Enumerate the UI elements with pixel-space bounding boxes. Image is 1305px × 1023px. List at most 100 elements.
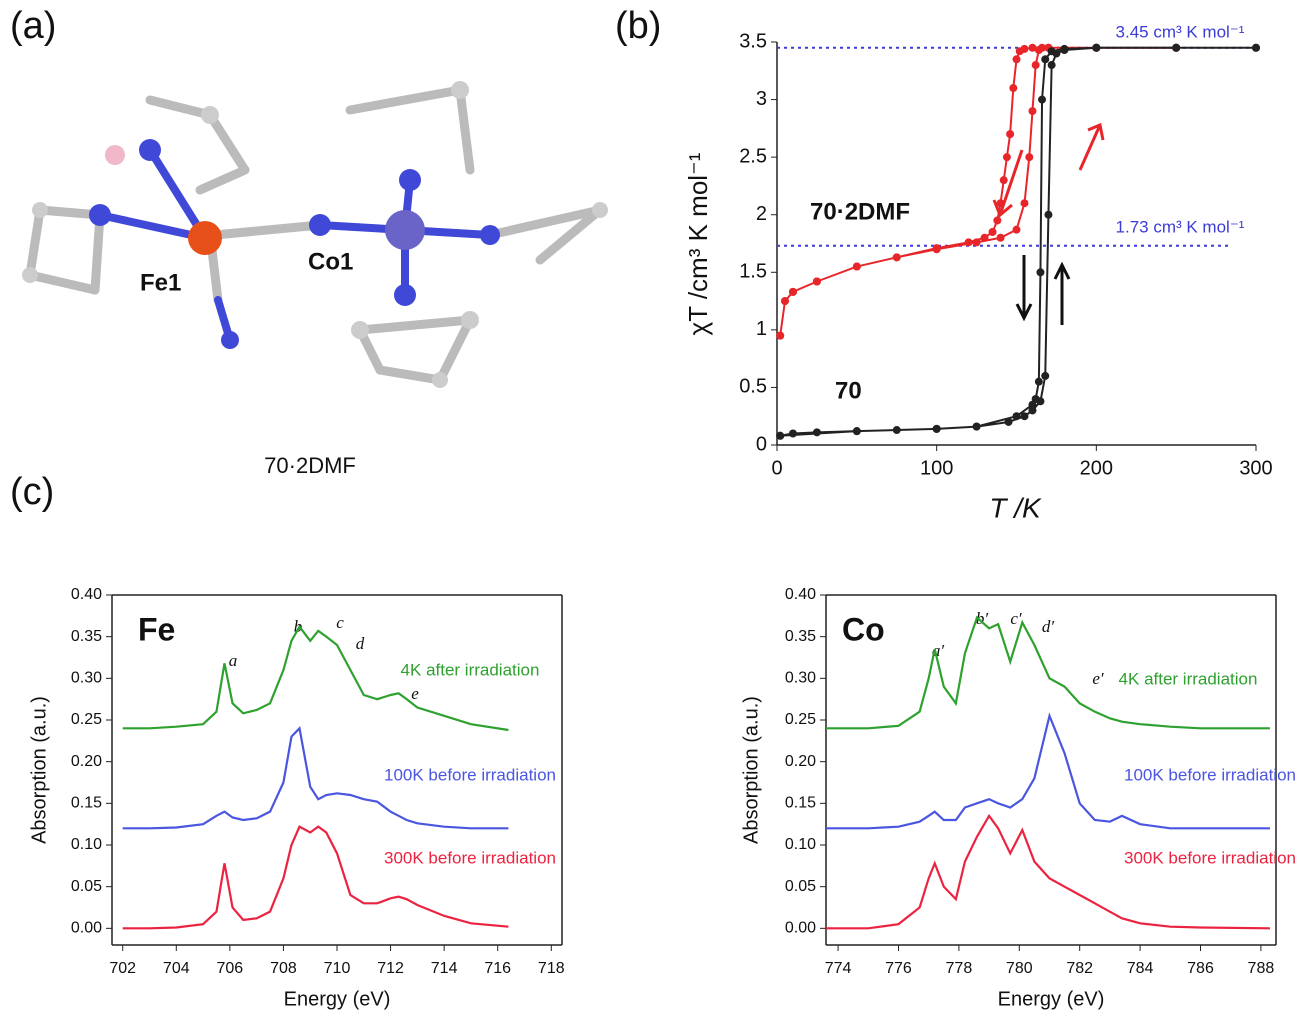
x-tick-label: 788 — [1248, 960, 1275, 977]
data-point — [852, 262, 861, 271]
y-tick-label: 3 — [756, 88, 767, 110]
x-tick-label: 300 — [1239, 457, 1272, 479]
data-point — [1020, 412, 1029, 421]
y-tick-label: 0.30 — [785, 670, 816, 687]
data-point — [812, 277, 821, 286]
peak-label: c′ — [1010, 609, 1022, 628]
data-point — [1009, 84, 1018, 93]
peak-label: e′ — [1092, 669, 1104, 688]
series-label: 100K before irradiation — [1124, 765, 1296, 784]
y-tick-label: 2.5 — [739, 145, 767, 167]
data-point — [996, 233, 1005, 242]
data-point — [1041, 55, 1050, 64]
y-tick-label: 0.15 — [71, 795, 102, 812]
series-line — [122, 624, 509, 732]
peak-label: b — [294, 617, 303, 636]
peak-label: e — [411, 684, 419, 703]
data-point — [1047, 47, 1056, 56]
series-line — [122, 726, 509, 830]
data-point — [988, 227, 997, 236]
data-point — [1092, 43, 1101, 52]
x-tick-label: 0 — [771, 457, 782, 479]
series-line — [826, 615, 1270, 730]
data-point — [892, 253, 901, 262]
data-point — [1041, 371, 1050, 380]
peak-label: b′ — [976, 609, 989, 628]
data-point — [1047, 61, 1056, 70]
y-tick-label: 0.05 — [71, 878, 102, 895]
data-point — [993, 216, 1002, 225]
data-point — [812, 428, 821, 437]
chart-title: Fe — [138, 611, 175, 647]
y-tick-label: 0.40 — [71, 586, 102, 603]
peak-label: d — [356, 634, 365, 653]
y-tick-label: 0.20 — [71, 753, 102, 770]
series-line — [122, 825, 509, 930]
x-tick-label: 704 — [163, 960, 190, 977]
panel-label: (b) — [615, 5, 661, 47]
y-tick-label: 0.15 — [785, 795, 816, 812]
y-tick-label: 0.5 — [739, 376, 767, 398]
reference-label: 3.45 cm³ K mol⁻¹ — [1116, 22, 1245, 41]
x-tick-label: 776 — [885, 960, 912, 977]
data-point — [892, 426, 901, 435]
data-point — [1034, 377, 1043, 386]
y-axis-label: Absorption (a.u.) — [740, 696, 762, 844]
data-point — [1025, 153, 1034, 162]
x-tick-label: 100 — [920, 457, 953, 479]
data-point — [788, 287, 797, 296]
data-point — [1038, 95, 1047, 104]
x-tick-label: 702 — [109, 960, 136, 977]
y-axis-label: Absorption (a.u.) — [28, 696, 50, 844]
x-tick-label: 710 — [324, 960, 351, 977]
data-point — [776, 331, 785, 340]
data-point — [1172, 43, 1181, 52]
data-point — [1012, 225, 1021, 234]
peak-label: c — [336, 613, 344, 632]
y-tick-label: 0.00 — [785, 920, 816, 937]
y-tick-label: 0.40 — [785, 586, 816, 603]
y-tick-label: 0.10 — [71, 836, 102, 853]
data-point — [1015, 47, 1024, 56]
data-point — [1252, 43, 1260, 52]
reference-label: 1.73 cm³ K mol⁻¹ — [1116, 217, 1245, 236]
data-point — [852, 427, 861, 436]
panel-label: (c) — [10, 471, 54, 513]
peak-label: d′ — [1042, 617, 1055, 636]
data-point — [1036, 268, 1045, 277]
y-tick-label: 0.35 — [785, 628, 816, 645]
data-point — [1004, 417, 1013, 426]
data-point — [1012, 55, 1021, 64]
x-tick-label: 784 — [1127, 960, 1154, 977]
data-point — [999, 176, 1008, 185]
data-point — [972, 238, 981, 247]
data-point — [1028, 107, 1037, 116]
atom-label: Fe1 — [140, 269, 181, 296]
x-tick-label: 780 — [1006, 960, 1033, 977]
series-label: 70 — [835, 377, 862, 404]
data-point — [788, 429, 797, 438]
data-point — [1020, 199, 1029, 208]
atom-label: Co1 — [308, 248, 353, 275]
data-point — [1002, 153, 1011, 162]
x-tick-label: 774 — [825, 960, 852, 977]
x-tick-label: 782 — [1066, 960, 1093, 977]
y-tick-label: 0.30 — [71, 670, 102, 687]
data-point — [1028, 400, 1037, 409]
y-tick-label: 0.00 — [71, 920, 102, 937]
x-tick-label: 708 — [270, 960, 297, 977]
series-label: 4K after irradiation — [401, 660, 540, 679]
peak-label: a — [229, 651, 238, 670]
series-line — [826, 712, 1270, 830]
series-label: 70·2DMF — [810, 198, 910, 225]
y-tick-label: 2 — [756, 203, 767, 225]
chart-title: Co — [842, 611, 885, 647]
data-point — [1028, 43, 1037, 52]
data-point — [1012, 412, 1021, 421]
series-label: 300K before irradiation — [1124, 848, 1296, 867]
x-tick-label: 718 — [538, 960, 565, 977]
x-tick-label: 712 — [377, 960, 404, 977]
x-tick-label: 706 — [217, 960, 244, 977]
